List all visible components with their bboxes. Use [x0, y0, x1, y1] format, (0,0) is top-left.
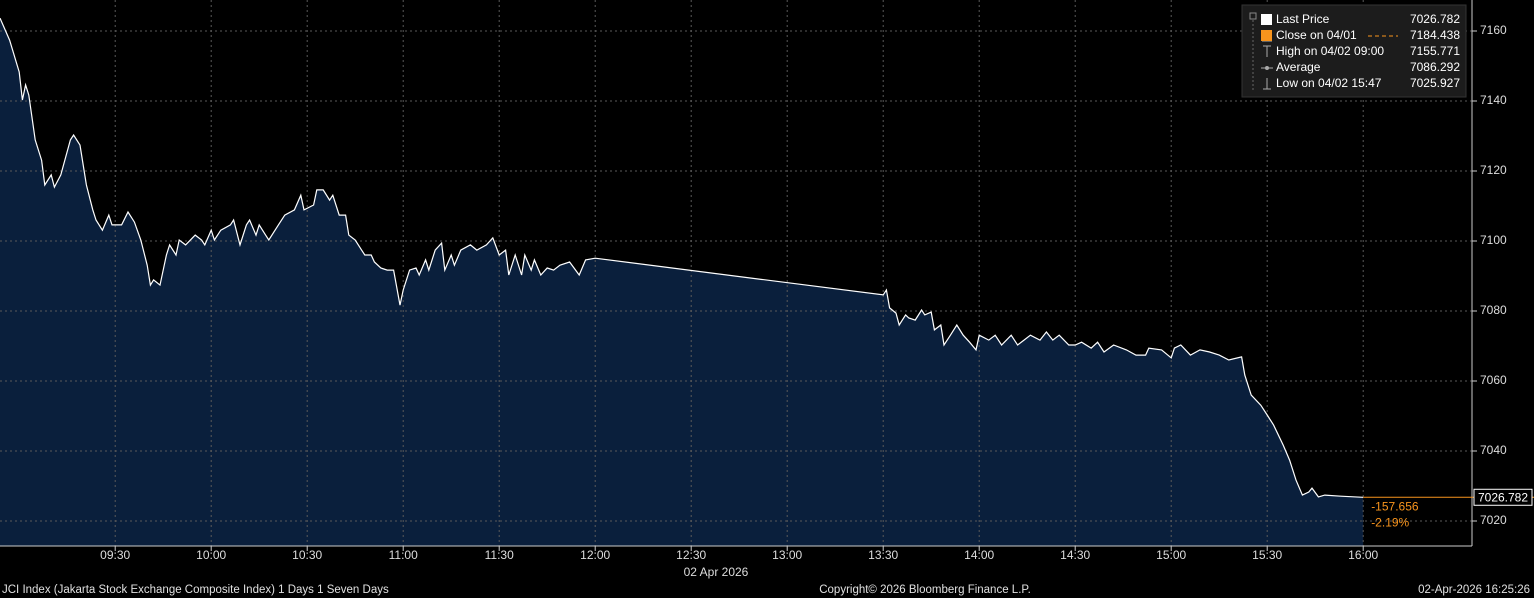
legend-value: 7026.782: [1410, 12, 1460, 26]
x-tick-label: 15:30: [1252, 548, 1282, 562]
y-tick-label: 7060: [1480, 373, 1507, 387]
area-fill: [0, 18, 1364, 547]
legend-swatch: [1261, 14, 1272, 25]
x-tick-label: 11:30: [485, 548, 514, 562]
legend-name: Low on 04/02 15:47: [1276, 76, 1382, 90]
legend-name: Average: [1276, 60, 1321, 74]
x-tick-label: 13:00: [772, 548, 802, 562]
legend-average-icon: [1265, 66, 1269, 70]
x-tick-label: 09:30: [100, 548, 130, 562]
legend-value: 7155.771: [1410, 44, 1460, 58]
legend-value: 7086.292: [1410, 60, 1460, 74]
legend-swatch: [1261, 30, 1272, 41]
last-price-label: 7026.782: [1478, 490, 1528, 504]
legend-name: Last Price: [1276, 12, 1330, 26]
x-tick-label: 10:30: [292, 548, 322, 562]
legend: Last Price 7026.782 Close on 04/01 7184.438…: [1241, 4, 1467, 98]
y-tick-label: 7160: [1480, 23, 1507, 37]
x-tick-label: 15:00: [1156, 548, 1186, 562]
legend-collapse: [1249, 12, 1257, 20]
y-tick-label: 7120: [1480, 163, 1507, 177]
footer-center: Copyright© 2026 Bloomberg Finance L.P.: [819, 584, 1031, 596]
plot-area: [0, 0, 1472, 547]
y-tick-label: 7100: [1480, 233, 1507, 247]
x-tick-label: 12:30: [676, 548, 706, 562]
legend-name: High on 04/02 09:00: [1276, 44, 1384, 58]
y-tick-label: 7140: [1480, 93, 1507, 107]
x-tick-label: 11:00: [389, 548, 418, 562]
y-tick-label: 7020: [1480, 513, 1507, 527]
change-pct-label: -2.19%: [1371, 515, 1409, 529]
footer-right: 02-Apr-2026 16:25:26: [1418, 584, 1530, 596]
legend-box: [1241, 4, 1467, 98]
x-tick-label: 14:30: [1060, 548, 1090, 562]
x-tick-label: 10:00: [196, 548, 226, 562]
x-tick-label: 13:30: [868, 548, 898, 562]
legend-value: 7184.438: [1410, 28, 1460, 42]
legend-name: Close on 04/01: [1276, 28, 1357, 42]
y-tick-label: 7080: [1480, 303, 1507, 317]
footer-left: JCI Index (Jakarta Stock Exchange Compos…: [2, 584, 389, 596]
change-label: -157.656: [1371, 499, 1419, 513]
date-label: 02 Apr 2026: [684, 565, 749, 579]
x-tick-label: 12:00: [580, 548, 610, 562]
x-tick-label: 14:00: [964, 548, 994, 562]
y-tick-label: 7040: [1480, 443, 1507, 457]
last-price-tag: [1473, 488, 1533, 506]
price-line: [0, 17, 1364, 498]
x-tick-label: 16:00: [1348, 548, 1378, 562]
legend-value: 7025.927: [1410, 76, 1460, 90]
